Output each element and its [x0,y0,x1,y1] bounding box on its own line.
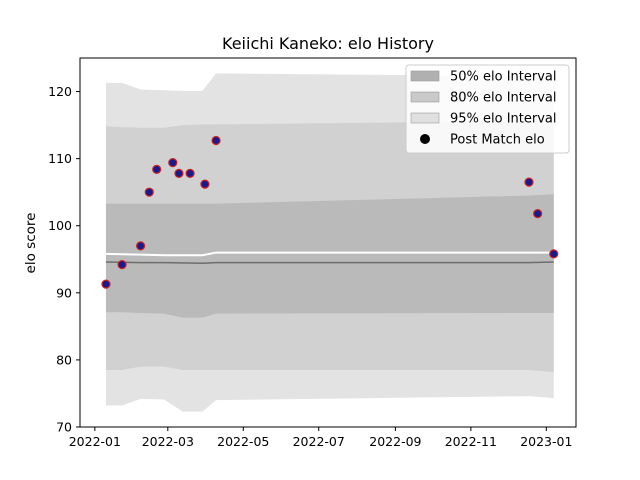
y-tick-label: 120 [48,84,72,99]
legend-swatch [410,112,440,124]
y-axis-ticks: 70 80 90 100 110 120 [48,84,80,435]
chart-title: Keiichi Kaneko: elo History [222,34,434,53]
x-tick-label: 2022-05 [217,434,269,449]
y-tick-label: 80 [56,352,72,367]
center-lines [105,251,554,265]
legend-label: Post Match elo [450,133,545,148]
x-axis-ticks: 2022-01 2022-03 2022-05 2022-07 2022-09 2022-… [69,427,572,449]
legend-swatch [410,70,440,82]
post-match-point [524,177,534,187]
x-tick-label: 2022-09 [369,434,421,449]
interval-bands [105,73,554,412]
x-tick-label: 2022-07 [293,434,345,449]
post-match-point [136,241,146,251]
legend: 50% elo Interval 80% elo Interval 95% elo … [405,64,570,154]
y-axis-title: elo score [23,213,39,274]
post-match-point [533,209,543,219]
legend-marker [420,134,430,144]
post-match-point [117,260,127,270]
x-tick-label: 2022-11 [445,434,497,449]
x-tick-label: 2022-03 [142,434,194,449]
y-tick-label: 70 [56,420,72,435]
center-line-gray [105,261,554,265]
post-match-point [200,179,210,189]
post-match-point [144,187,154,197]
post-match-point [168,158,178,168]
x-tick-label: 2022-01 [69,434,121,449]
post-match-point [549,249,559,259]
legend-label: 50% elo Interval [450,70,557,85]
post-match-point [211,135,221,146]
x-tick-label: 2023-01 [520,434,572,449]
band-2 [105,194,554,318]
legend-swatch [410,91,440,103]
post-match-points [101,135,559,289]
post-match-point [174,168,184,178]
legend-box [405,64,570,154]
legend-label: 95% elo Interval [450,112,557,127]
y-tick-label: 110 [48,151,72,166]
legend-label: 80% elo Interval [450,91,557,106]
post-match-point [152,164,162,174]
center-line-white [105,251,554,257]
post-match-point [185,168,195,178]
plot-area-frame [79,57,577,428]
y-tick-label: 100 [48,218,72,233]
post-match-point [101,279,111,289]
y-tick-label: 90 [56,285,72,300]
